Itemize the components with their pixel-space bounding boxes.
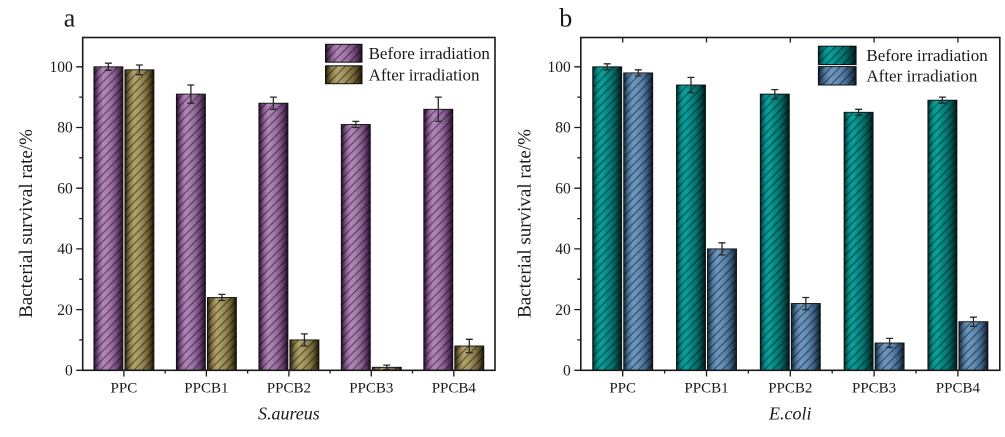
svg-text:40: 40 — [57, 241, 73, 258]
svg-text:After irradiation: After irradiation — [369, 65, 480, 84]
svg-text:Before irradiation: Before irradiation — [369, 44, 491, 63]
svg-text:PPCB4: PPCB4 — [936, 380, 981, 396]
svg-text:PPC: PPC — [609, 380, 636, 396]
svg-text:100: 100 — [548, 59, 572, 76]
svg-text:20: 20 — [57, 302, 73, 319]
svg-text:PPCB3: PPCB3 — [349, 380, 393, 396]
svg-text:PPC: PPC — [111, 380, 138, 396]
svg-text:b: b — [559, 3, 572, 32]
svg-text:PPCB3: PPCB3 — [852, 380, 896, 396]
svg-text:E.coli: E.coli — [768, 403, 812, 423]
svg-text:S.aureus: S.aureus — [258, 403, 320, 423]
svg-text:0: 0 — [65, 363, 73, 380]
svg-text:0: 0 — [563, 363, 571, 380]
svg-text:100: 100 — [49, 59, 73, 76]
svg-text:PPCB2: PPCB2 — [267, 380, 311, 396]
svg-text:Bacterial survival rate/%: Bacterial survival rate/% — [514, 129, 535, 318]
svg-text:60: 60 — [555, 180, 571, 197]
svg-text:80: 80 — [57, 120, 73, 137]
svg-text:Bacterial survival rate/%: Bacterial survival rate/% — [16, 129, 37, 318]
svg-text:After irradiation: After irradiation — [866, 66, 977, 85]
svg-text:20: 20 — [555, 302, 571, 319]
svg-text:40: 40 — [555, 241, 571, 258]
svg-text:PPCB2: PPCB2 — [768, 380, 812, 396]
svg-text:PPCB4: PPCB4 — [432, 380, 477, 396]
svg-text:a: a — [64, 3, 76, 32]
svg-text:PPCB1: PPCB1 — [684, 380, 728, 396]
svg-text:80: 80 — [555, 120, 571, 137]
svg-text:PPCB1: PPCB1 — [184, 380, 228, 396]
svg-text:60: 60 — [57, 180, 73, 197]
svg-text:Before irradiation: Before irradiation — [866, 46, 988, 65]
